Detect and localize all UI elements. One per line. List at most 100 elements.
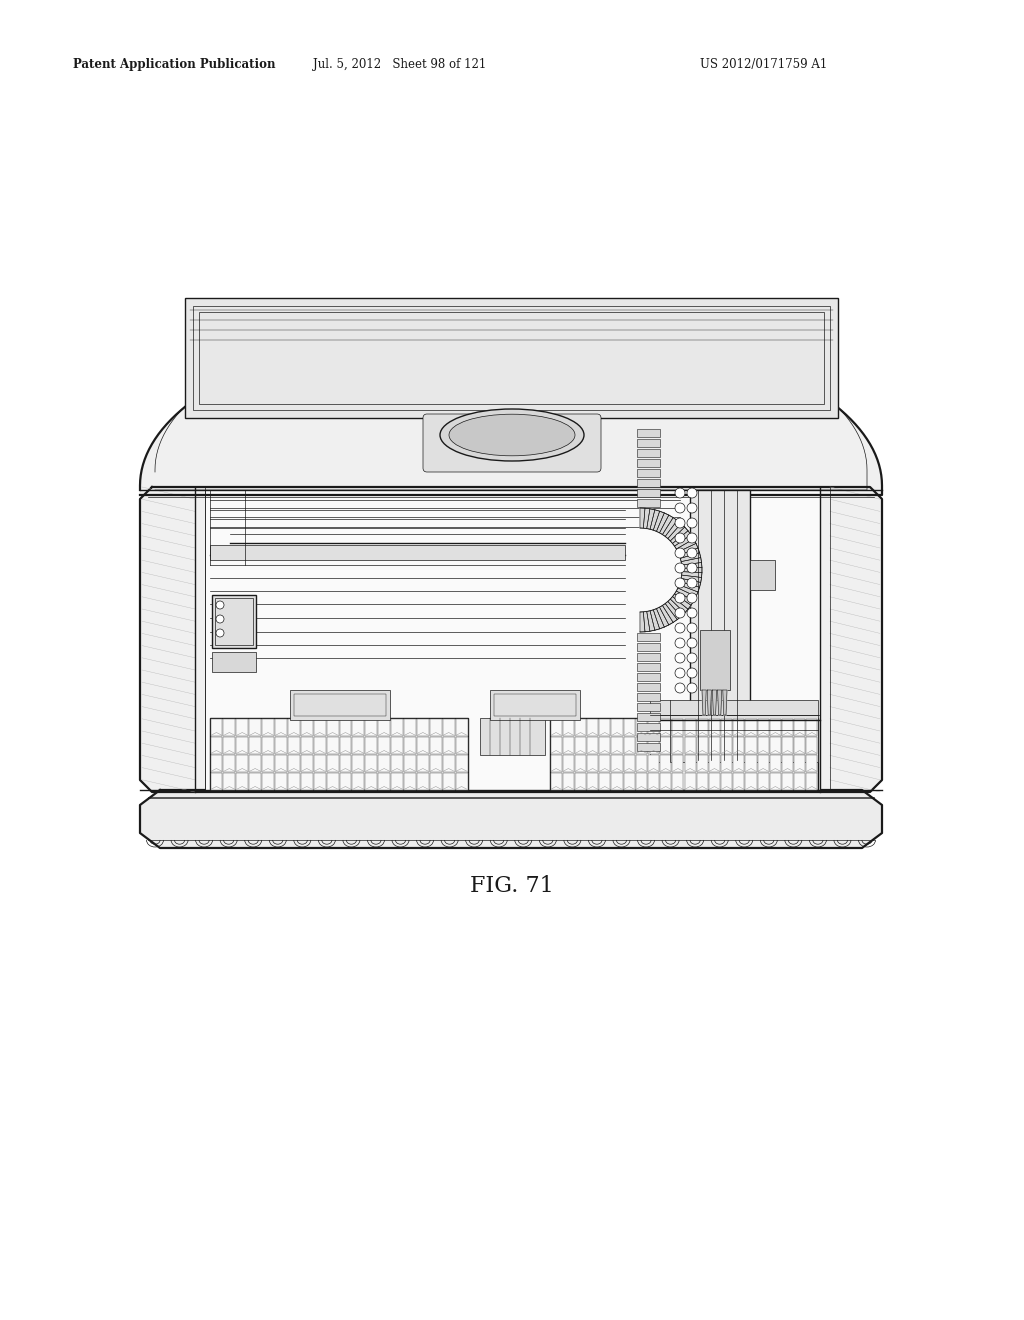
Bar: [417, 774, 429, 789]
Bar: [327, 719, 339, 737]
Polygon shape: [677, 587, 696, 601]
Circle shape: [687, 638, 697, 648]
Polygon shape: [643, 611, 650, 632]
Bar: [745, 719, 757, 737]
Polygon shape: [140, 487, 882, 792]
Bar: [456, 737, 468, 754]
Bar: [637, 449, 660, 457]
Bar: [574, 737, 586, 754]
Bar: [709, 755, 720, 772]
Circle shape: [675, 593, 685, 603]
Bar: [599, 719, 610, 737]
Bar: [648, 719, 659, 737]
Polygon shape: [713, 690, 717, 715]
Circle shape: [216, 630, 224, 638]
Bar: [721, 755, 732, 772]
Bar: [211, 719, 222, 737]
Bar: [637, 713, 660, 721]
Circle shape: [675, 564, 685, 573]
Bar: [709, 737, 720, 754]
Polygon shape: [656, 513, 669, 533]
Bar: [288, 755, 300, 772]
Circle shape: [687, 564, 697, 573]
Bar: [442, 737, 455, 754]
Bar: [185, 298, 838, 418]
Circle shape: [687, 533, 697, 543]
Bar: [456, 719, 468, 737]
Bar: [574, 774, 586, 789]
Polygon shape: [681, 576, 701, 582]
Polygon shape: [659, 515, 673, 535]
Circle shape: [675, 517, 685, 528]
Bar: [262, 737, 274, 754]
Bar: [430, 737, 441, 754]
Polygon shape: [643, 508, 650, 528]
Bar: [587, 719, 598, 737]
Polygon shape: [671, 597, 688, 612]
Bar: [210, 718, 468, 789]
Bar: [637, 479, 660, 487]
Bar: [599, 737, 610, 754]
Bar: [587, 755, 598, 772]
Bar: [770, 774, 781, 789]
Bar: [275, 774, 287, 789]
Bar: [624, 755, 635, 772]
Bar: [637, 499, 660, 507]
Bar: [442, 755, 455, 772]
Bar: [313, 737, 326, 754]
Circle shape: [675, 578, 685, 587]
Bar: [430, 755, 441, 772]
Polygon shape: [140, 321, 882, 495]
Bar: [562, 719, 573, 737]
Bar: [442, 774, 455, 789]
Circle shape: [675, 548, 685, 558]
Polygon shape: [680, 553, 700, 561]
Bar: [223, 774, 236, 789]
Bar: [673, 774, 683, 789]
Polygon shape: [708, 690, 712, 715]
Circle shape: [675, 638, 685, 648]
Polygon shape: [679, 548, 699, 558]
Circle shape: [216, 601, 224, 609]
Bar: [745, 737, 757, 754]
Bar: [611, 774, 623, 789]
Bar: [637, 488, 660, 498]
Bar: [637, 459, 660, 467]
Bar: [249, 774, 261, 789]
Polygon shape: [675, 591, 693, 606]
Text: US 2012/0171759 A1: US 2012/0171759 A1: [700, 58, 827, 71]
Bar: [562, 755, 573, 772]
Bar: [660, 719, 672, 737]
Bar: [391, 755, 403, 772]
Bar: [782, 737, 794, 754]
Circle shape: [675, 623, 685, 634]
Circle shape: [675, 653, 685, 663]
Bar: [551, 737, 562, 754]
Bar: [391, 737, 403, 754]
Bar: [721, 737, 732, 754]
Bar: [648, 755, 659, 772]
Bar: [366, 737, 377, 754]
Bar: [551, 774, 562, 789]
FancyBboxPatch shape: [423, 414, 601, 473]
Text: Jul. 5, 2012   Sheet 98 of 121: Jul. 5, 2012 Sheet 98 of 121: [313, 58, 486, 71]
Bar: [758, 774, 769, 789]
Circle shape: [675, 668, 685, 678]
Bar: [223, 737, 236, 754]
Circle shape: [675, 533, 685, 543]
Bar: [366, 719, 377, 737]
Bar: [288, 737, 300, 754]
Bar: [587, 774, 598, 789]
Bar: [696, 719, 708, 737]
Circle shape: [675, 682, 685, 693]
Bar: [733, 737, 744, 754]
Bar: [313, 774, 326, 789]
Bar: [551, 755, 562, 772]
Bar: [378, 719, 390, 737]
Bar: [340, 719, 351, 737]
Bar: [313, 755, 326, 772]
Bar: [562, 737, 573, 754]
Bar: [750, 560, 775, 590]
Bar: [611, 737, 623, 754]
Bar: [288, 774, 300, 789]
